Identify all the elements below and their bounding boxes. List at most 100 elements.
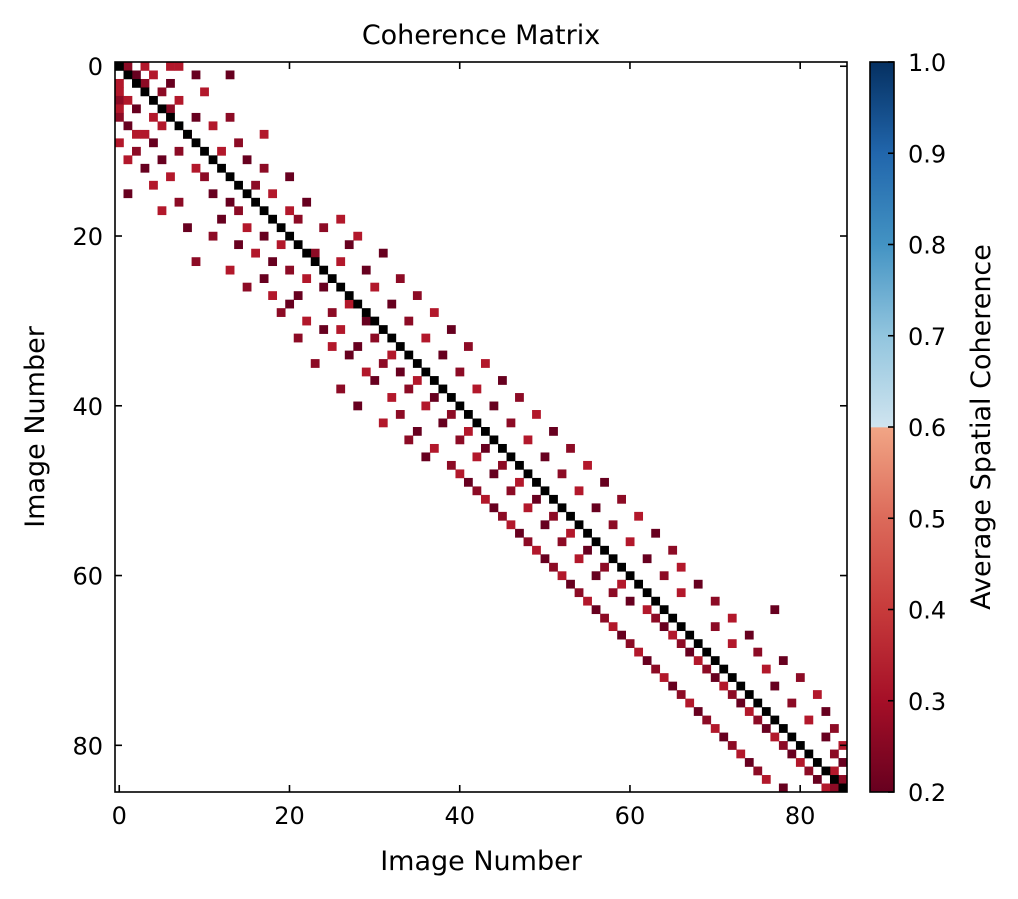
heatmap-cell xyxy=(506,520,516,530)
heatmap-cell xyxy=(259,163,269,173)
heatmap-cell xyxy=(574,486,584,496)
x-tick-label: 40 xyxy=(444,802,475,830)
heatmap-cell xyxy=(242,223,252,233)
colorbar-tick-label: 1.0 xyxy=(908,49,946,77)
heatmap-cell xyxy=(753,766,763,776)
diagonal-cell xyxy=(132,78,141,88)
heatmap-cell xyxy=(302,197,312,207)
heatmap-cell xyxy=(744,758,754,767)
heatmap-cell xyxy=(429,393,439,402)
x-tick-label: 80 xyxy=(785,802,816,830)
diagonal-cell xyxy=(659,605,669,615)
heatmap-cell xyxy=(378,248,388,258)
heatmap-cell xyxy=(583,460,592,470)
y-tick-label: 20 xyxy=(72,223,103,251)
diagonal-cell xyxy=(549,494,558,504)
heatmap-cell xyxy=(404,316,414,326)
heatmap-cell xyxy=(812,775,822,784)
heatmap-cell xyxy=(523,537,533,547)
heatmap-cell xyxy=(225,265,235,275)
diagonal-cell xyxy=(489,435,499,445)
heatmap-cell xyxy=(719,681,729,691)
heatmap-cell xyxy=(625,537,635,547)
heatmap-cell xyxy=(600,562,609,572)
heatmap-cell xyxy=(140,129,150,139)
heatmap-cell xyxy=(515,477,524,487)
heatmap-cell xyxy=(166,172,175,182)
heatmap-cell xyxy=(327,308,337,317)
heatmap-cell xyxy=(634,511,644,521)
heatmap-cell xyxy=(472,384,482,394)
heatmap-cell xyxy=(395,410,405,419)
diagonal-cell xyxy=(174,121,184,131)
heatmap-cell xyxy=(344,350,354,360)
heatmap-cell xyxy=(829,783,839,793)
diagonal-cell xyxy=(472,418,482,428)
diagonal-cell xyxy=(412,359,422,368)
heatmap-cell xyxy=(676,690,686,699)
heatmap-cell xyxy=(285,172,295,182)
heatmap-cell xyxy=(157,155,167,165)
heatmap-cell xyxy=(617,630,626,640)
heatmap-cell xyxy=(157,121,167,131)
heatmap-cell xyxy=(200,172,209,182)
heatmap-cell xyxy=(498,511,507,521)
heatmap-cell xyxy=(353,401,363,411)
diagonal-cell xyxy=(336,282,346,292)
heatmap-cell xyxy=(446,410,456,419)
heatmap-cell xyxy=(498,376,507,385)
heatmap-cell xyxy=(481,494,490,504)
heatmap-cell xyxy=(225,197,235,207)
heatmap-cell xyxy=(744,707,754,716)
heatmap-cell xyxy=(778,783,788,793)
heatmap-cell xyxy=(702,715,712,725)
diagonal-cell xyxy=(123,70,133,80)
heatmap-cell xyxy=(685,698,695,708)
heatmap-cell xyxy=(319,282,329,292)
heatmap-cell xyxy=(115,87,124,97)
heatmap-cell xyxy=(489,401,499,411)
diagonal-cell xyxy=(540,486,550,496)
heatmap-cell xyxy=(310,248,320,258)
diagonal-cell xyxy=(259,206,269,216)
heatmap-cell xyxy=(370,376,380,385)
heatmap-cell xyxy=(838,775,848,784)
diagonal-cell xyxy=(225,172,235,182)
diagonal-cell xyxy=(438,384,448,394)
diagonal-cell xyxy=(761,707,771,716)
heatmap-cell xyxy=(693,707,703,716)
heatmap-cell xyxy=(200,87,209,97)
heatmap-cell xyxy=(421,452,431,462)
heatmap-cell xyxy=(651,528,661,538)
heatmap-cell xyxy=(625,596,635,606)
heatmap-cell xyxy=(668,681,678,691)
heatmap-cell xyxy=(685,647,695,657)
diagonal-cell xyxy=(395,342,405,351)
x-tick-label: 20 xyxy=(274,802,305,830)
heatmap-cell xyxy=(770,681,780,691)
heatmap-cell xyxy=(795,758,805,767)
heatmap-cell xyxy=(608,588,618,598)
heatmap-cell xyxy=(540,554,550,564)
heatmap-cell xyxy=(285,206,295,216)
diagonal-cell xyxy=(804,749,814,759)
heatmap-cell xyxy=(829,749,839,759)
heatmap-cell xyxy=(157,206,167,216)
heatmap-cell xyxy=(191,112,201,122)
heatmap-cell xyxy=(395,367,405,377)
heatmap-cell xyxy=(693,579,703,589)
heatmap-cell xyxy=(421,333,431,343)
heatmap-cell xyxy=(310,359,320,368)
diagonal-cell xyxy=(166,112,175,122)
heatmap-cell xyxy=(727,741,737,750)
x-axis-label: Image Number xyxy=(380,846,583,877)
heatmap-cell xyxy=(395,274,405,283)
colorbar-tick-label: 0.5 xyxy=(908,505,946,533)
heatmap-cell xyxy=(336,214,346,224)
heatmap-cell xyxy=(608,622,618,632)
heatmap-cell xyxy=(268,291,278,300)
heatmap-cell xyxy=(336,384,346,394)
diagonal-cell xyxy=(251,197,260,207)
diagonal-cell xyxy=(710,656,720,665)
